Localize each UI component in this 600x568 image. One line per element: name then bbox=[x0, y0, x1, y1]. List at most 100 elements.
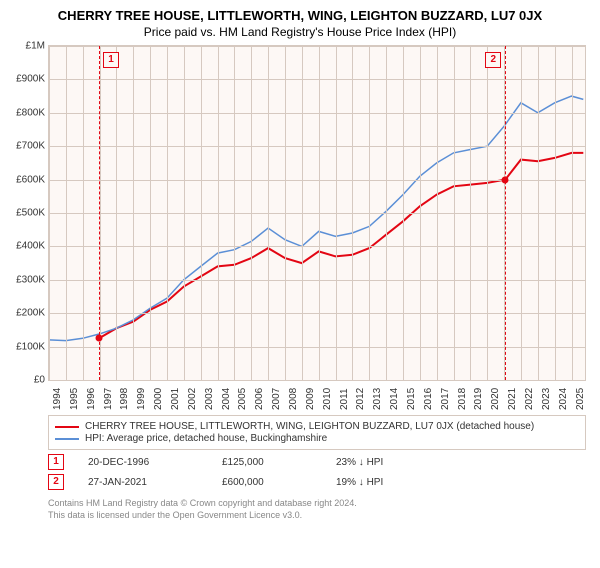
legend-label: HPI: Average price, detached house, Buck… bbox=[85, 433, 327, 444]
transaction-delta: 23% ↓ HPI bbox=[336, 457, 383, 468]
x-axis-label: 2025 bbox=[575, 388, 586, 410]
x-axis-label: 2005 bbox=[237, 388, 248, 410]
gridline-v bbox=[66, 46, 67, 380]
gridline-v bbox=[184, 46, 185, 380]
plot-area: £0£100K£200K£300K£400K£500K£600K£700K£80… bbox=[48, 45, 586, 381]
y-axis-label: £700K bbox=[5, 141, 45, 152]
gridline-h bbox=[49, 380, 585, 381]
x-axis-label: 2017 bbox=[440, 388, 451, 410]
y-axis-label: £0 bbox=[5, 375, 45, 386]
legend-item: CHERRY TREE HOUSE, LITTLEWORTH, WING, LE… bbox=[55, 421, 579, 432]
y-axis-label: £400K bbox=[5, 241, 45, 252]
legend: CHERRY TREE HOUSE, LITTLEWORTH, WING, LE… bbox=[48, 415, 586, 450]
y-axis-label: £1M bbox=[5, 41, 45, 52]
x-axis-label: 2007 bbox=[271, 388, 282, 410]
gridline-v bbox=[386, 46, 387, 380]
gridline-v bbox=[150, 46, 151, 380]
x-axis-label: 2019 bbox=[473, 388, 484, 410]
legend-swatch bbox=[55, 426, 79, 428]
x-axis-label: 1997 bbox=[103, 388, 114, 410]
gridline-v bbox=[487, 46, 488, 380]
y-axis-label: £600K bbox=[5, 174, 45, 185]
gridline-v bbox=[538, 46, 539, 380]
gridline-v bbox=[234, 46, 235, 380]
chart-title: CHERRY TREE HOUSE, LITTLEWORTH, WING, LE… bbox=[0, 8, 600, 23]
x-axis-label: 1999 bbox=[136, 388, 147, 410]
chart-subtitle: Price paid vs. HM Land Registry's House … bbox=[0, 25, 600, 39]
x-axis-label: 2022 bbox=[524, 388, 535, 410]
gridline-v bbox=[319, 46, 320, 380]
y-axis-label: £800K bbox=[5, 107, 45, 118]
attribution-line: This data is licensed under the Open Gov… bbox=[48, 510, 586, 522]
x-axis-label: 1995 bbox=[69, 388, 80, 410]
x-axis-label: 2009 bbox=[305, 388, 316, 410]
transaction-row: 1 20-DEC-1996 £125,000 23% ↓ HPI bbox=[48, 454, 586, 470]
y-axis-label: £900K bbox=[5, 74, 45, 85]
x-axis-label: 2012 bbox=[355, 388, 366, 410]
data-point bbox=[502, 176, 509, 183]
x-axis-label: 2008 bbox=[288, 388, 299, 410]
y-axis-label: £100K bbox=[5, 341, 45, 352]
x-axis-label: 2018 bbox=[457, 388, 468, 410]
x-axis-label: 1996 bbox=[86, 388, 97, 410]
marker-label: 1 bbox=[103, 52, 119, 68]
marker-line bbox=[505, 46, 506, 380]
y-axis-label: £300K bbox=[5, 274, 45, 285]
chart: £0£100K£200K£300K£400K£500K£600K£700K£80… bbox=[48, 45, 586, 409]
gridline-v bbox=[555, 46, 556, 380]
gridline-v bbox=[336, 46, 337, 380]
x-axis-label: 2020 bbox=[490, 388, 501, 410]
x-axis-label: 2000 bbox=[153, 388, 164, 410]
transaction-table: 1 20-DEC-1996 £125,000 23% ↓ HPI 2 27-JAN-202… bbox=[48, 454, 586, 490]
x-axis-label: 2015 bbox=[406, 388, 417, 410]
x-axis-label: 2016 bbox=[423, 388, 434, 410]
y-axis-label: £200K bbox=[5, 308, 45, 319]
gridline-v bbox=[521, 46, 522, 380]
marker-line bbox=[99, 46, 100, 380]
gridline-v bbox=[133, 46, 134, 380]
gridline-v bbox=[201, 46, 202, 380]
gridline-v bbox=[83, 46, 84, 380]
x-axis-label: 2010 bbox=[322, 388, 333, 410]
x-axis-label: 2001 bbox=[170, 388, 181, 410]
transaction-date: 27-JAN-2021 bbox=[88, 477, 198, 488]
x-axis-label: 2014 bbox=[389, 388, 400, 410]
legend-label: CHERRY TREE HOUSE, LITTLEWORTH, WING, LE… bbox=[85, 421, 534, 432]
gridline-v bbox=[572, 46, 573, 380]
legend-swatch bbox=[55, 438, 79, 440]
gridline-v bbox=[470, 46, 471, 380]
x-axis-label: 2013 bbox=[372, 388, 383, 410]
gridline-v bbox=[420, 46, 421, 380]
x-axis-label: 2003 bbox=[204, 388, 215, 410]
attribution: Contains HM Land Registry data © Crown c… bbox=[48, 498, 586, 521]
transaction-delta: 19% ↓ HPI bbox=[336, 477, 383, 488]
legend-item: HPI: Average price, detached house, Buck… bbox=[55, 433, 579, 444]
gridline-v bbox=[403, 46, 404, 380]
gridline-v bbox=[268, 46, 269, 380]
gridline-v bbox=[454, 46, 455, 380]
gridline-v bbox=[218, 46, 219, 380]
x-axis-label: 2023 bbox=[541, 388, 552, 410]
x-axis-label: 2006 bbox=[254, 388, 265, 410]
y-axis-label: £500K bbox=[5, 208, 45, 219]
x-axis-label: 2004 bbox=[221, 388, 232, 410]
transaction-price: £600,000 bbox=[222, 477, 312, 488]
gridline-v bbox=[167, 46, 168, 380]
gridline-v bbox=[251, 46, 252, 380]
attribution-line: Contains HM Land Registry data © Crown c… bbox=[48, 498, 586, 510]
gridline-v bbox=[369, 46, 370, 380]
gridline-v bbox=[437, 46, 438, 380]
transaction-date: 20-DEC-1996 bbox=[88, 457, 198, 468]
x-axis-label: 2011 bbox=[339, 388, 350, 410]
data-point bbox=[96, 335, 103, 342]
gridline-v bbox=[302, 46, 303, 380]
transaction-row: 2 27-JAN-2021 £600,000 19% ↓ HPI bbox=[48, 474, 586, 490]
gridline-v bbox=[49, 46, 50, 380]
gridline-v bbox=[285, 46, 286, 380]
transaction-marker: 1 bbox=[48, 454, 64, 470]
x-axis-label: 2021 bbox=[507, 388, 518, 410]
x-axis-label: 1998 bbox=[119, 388, 130, 410]
transaction-marker: 2 bbox=[48, 474, 64, 490]
x-axis-label: 2002 bbox=[187, 388, 198, 410]
transaction-price: £125,000 bbox=[222, 457, 312, 468]
